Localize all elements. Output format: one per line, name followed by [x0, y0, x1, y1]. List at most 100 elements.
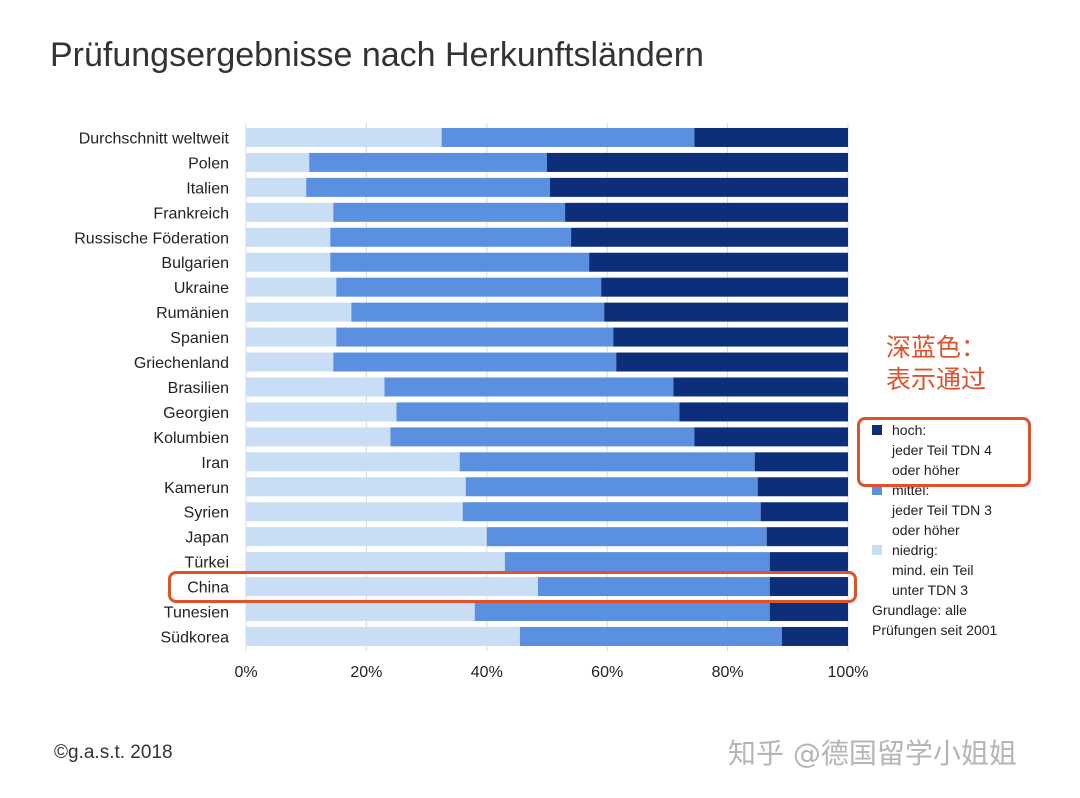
- legend-note-line-2: Prüfungen seit 2001: [872, 622, 998, 638]
- bar-segment-niedrig: [246, 626, 520, 646]
- category-label: Ukraine: [174, 280, 229, 297]
- legend-low-line-1: niedrig:: [892, 542, 938, 558]
- legend-note: Grundlage: alle Prüfungen seit 2001: [866, 600, 997, 640]
- bar-segment-mittel: [351, 302, 605, 322]
- annotation-line-1: 深蓝色：: [886, 333, 987, 362]
- category-label: Kamerun: [164, 480, 229, 497]
- category-label: Polen: [188, 155, 229, 172]
- bar-segment-hoch: [550, 177, 848, 197]
- bar-segment-hoch: [604, 302, 848, 322]
- bar-segment-niedrig: [246, 327, 337, 347]
- bar-segment-hoch: [547, 152, 848, 172]
- bar-segment-mittel: [306, 177, 551, 197]
- bar-segment-mittel: [537, 577, 770, 597]
- bar-segment-mittel: [396, 402, 680, 422]
- copyright-text: ©g.a.s.t. 2018: [54, 742, 173, 763]
- x-tick-label: 100%: [828, 664, 869, 681]
- x-tick-label: 80%: [712, 664, 744, 681]
- bar-segment-hoch: [565, 202, 848, 222]
- bar-segment-hoch: [760, 502, 848, 522]
- category-label: Südkorea: [161, 629, 230, 646]
- category-label: Georgien: [163, 405, 229, 422]
- legend-entry-mid: mittel: jeder Teil TDN 3 oder höher: [866, 480, 997, 540]
- bar-segment-niedrig: [246, 152, 310, 172]
- bar-segment-hoch: [769, 577, 848, 597]
- bar-segment-mittel: [465, 477, 758, 497]
- annotation-line-2: 表示通过: [886, 365, 987, 394]
- legend-low-line-3: unter TDN 3: [892, 582, 968, 598]
- category-label: Brasilien: [168, 380, 229, 397]
- bar-segment-mittel: [519, 626, 782, 646]
- bar-segment-hoch: [601, 277, 848, 297]
- category-label: Spanien: [170, 330, 229, 347]
- bar-segment-mittel: [384, 377, 674, 397]
- bar-segment-mittel: [330, 227, 572, 247]
- category-label: Griechenland: [134, 355, 229, 372]
- legend-entry-low: niedrig: mind. ein Teil unter TDN 3: [866, 540, 997, 600]
- legend-highlight-box: [857, 417, 1031, 487]
- x-axis-ticks: 0% 20% 40% 60% 80% 100%: [234, 664, 868, 681]
- bar-segment-niedrig: [246, 352, 334, 372]
- legend-swatch-high: [872, 425, 882, 435]
- bar-segment-niedrig: [246, 402, 397, 422]
- bar-segment-niedrig: [246, 127, 442, 147]
- bar-segment-hoch: [694, 427, 848, 447]
- bar-segment-hoch: [769, 552, 848, 572]
- china-highlight-box: [168, 571, 857, 603]
- category-label: Kolumbien: [153, 430, 229, 447]
- bar-segment-niedrig: [246, 227, 331, 247]
- bar-segment-niedrig: [246, 177, 307, 197]
- bar-segment-hoch: [766, 527, 848, 547]
- bar-segment-hoch: [679, 402, 848, 422]
- category-label: Italien: [186, 180, 229, 197]
- bar-segment-niedrig: [246, 477, 466, 497]
- bar-segment-mittel: [474, 602, 770, 622]
- legend-note-line-1: Grundlage: alle: [872, 602, 967, 618]
- bar-segment-hoch: [616, 352, 848, 372]
- bar-segment-mittel: [390, 427, 695, 447]
- bar-segment-niedrig: [246, 277, 337, 297]
- chart-title: Prüfungsergebnisse nach Herkunftsländern: [50, 36, 704, 74]
- legend-low-line-2: mind. ein Teil: [892, 562, 974, 578]
- bar-segment-hoch: [694, 127, 848, 147]
- legend-high-line-1: hoch:: [892, 422, 927, 438]
- x-tick-label: 20%: [350, 664, 382, 681]
- bar-segment-mittel: [309, 152, 547, 172]
- bar-segment-mittel: [486, 527, 767, 547]
- bar-segment-mittel: [336, 277, 602, 297]
- bar-segment-niedrig: [246, 602, 475, 622]
- x-tick-label: 0%: [234, 664, 257, 681]
- bar-segment-mittel: [459, 452, 755, 472]
- bar-segment-niedrig: [246, 252, 331, 272]
- bar-segment-mittel: [336, 327, 614, 347]
- x-tick-label: 60%: [591, 664, 623, 681]
- legend: hoch: jeder Teil TDN 4 oder höher mittel…: [866, 420, 997, 640]
- category-label: Bulgarien: [161, 255, 229, 272]
- category-label: Syrien: [184, 505, 229, 522]
- bar-segment-niedrig: [246, 552, 505, 572]
- bar-segment-hoch: [571, 227, 848, 247]
- legend-high-line-2: jeder Teil TDN 4: [892, 442, 992, 458]
- category-label: Japan: [185, 530, 229, 547]
- category-label: China: [187, 580, 229, 597]
- legend-high-line-3: oder höher: [892, 462, 960, 478]
- bar-segment-niedrig: [246, 502, 463, 522]
- legend-swatch-mid: [872, 485, 882, 495]
- bar-segment-niedrig: [246, 427, 391, 447]
- category-labels: Durchschnitt weltweit Polen Italien Frankre…: [74, 130, 229, 646]
- bars: [246, 127, 848, 646]
- category-label: Tunesien: [164, 605, 229, 622]
- bar-segment-hoch: [769, 602, 848, 622]
- category-label: Frankreich: [153, 205, 229, 222]
- annotation-note: 深蓝色： 表示通过: [886, 332, 986, 396]
- bar-segment-hoch: [781, 626, 848, 646]
- bar-segment-mittel: [333, 352, 617, 372]
- category-label: Durchschnitt weltweit: [79, 130, 230, 147]
- legend-mid-line-3: oder höher: [892, 522, 960, 538]
- legend-entry-high: hoch: jeder Teil TDN 4 oder höher: [866, 420, 997, 480]
- bar-segment-mittel: [504, 552, 770, 572]
- bar-segment-hoch: [754, 452, 848, 472]
- category-label: Türkei: [185, 555, 229, 572]
- bar-segment-niedrig: [246, 377, 385, 397]
